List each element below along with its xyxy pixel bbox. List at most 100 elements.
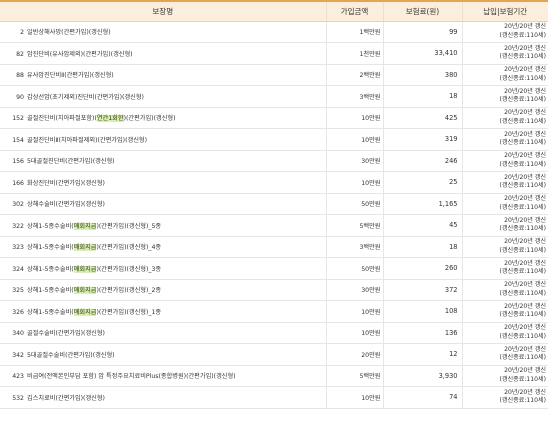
payment-period: 20년/20년 갱신 xyxy=(504,324,546,332)
payment-period-cell: 20년/20년 갱신 (갱신종료:110세) xyxy=(461,85,548,108)
renewal-end: (갱신종료:110세) xyxy=(499,53,546,61)
coverage-name-cell: 82 암진단비(유사암제외)(간편가입)(갱신형) xyxy=(0,42,326,65)
coverage-name-highlight: 매회지급 xyxy=(73,222,97,230)
coverage-table: 보장명 가입금액 보험료(원) 납입|보험기간 2 일반상해사망(간편가입)(갱신… xyxy=(0,0,548,409)
coverage-code: 90 xyxy=(16,93,24,101)
payment-period: 20년/20년 갱신 xyxy=(504,195,546,203)
table-row: 324 상해1-5종수술비(매회지급)(간편가입)(갱신형)_3종 50만원 260 2… xyxy=(0,257,548,280)
table-row: 156 5대골절진단비(간편가입)(갱신형) 30만원 246 20년/20년 갱신 (갱… xyxy=(0,150,548,172)
coverage-code: 342 xyxy=(12,351,24,359)
payment-period-cell: 20년/20년 갱신 (갱신종료:110세) xyxy=(461,214,548,237)
coverage-code: 152 xyxy=(12,115,24,123)
renewal-end: (갱신종료:110세) xyxy=(499,289,546,297)
table-row: 322 상해1-5종수술비(매회지급)(간편가입)(갱신형)_5종 5백만원 45 20… xyxy=(0,214,548,237)
coverage-name: 갑상선암(초기제외)진단비(간편가입)(갱신형) xyxy=(27,93,144,101)
coverage-amount: 30만원 xyxy=(325,150,383,172)
payment-period-cell: 20년/20년 갱신 (갱신종료:110세) xyxy=(461,365,548,387)
coverage-name-highlight: 매회지급 xyxy=(73,244,97,252)
payment-period: 20년/20년 갱신 xyxy=(504,216,546,224)
table-row: 152 골절진단비(치아파절포함)(연간1회한)(간편가입)(갱신형) 10만원 42… xyxy=(0,107,548,129)
coverage-name-highlight: 연간1회한 xyxy=(96,115,124,123)
premium-value: 1,165 xyxy=(382,193,462,215)
coverage-name: 상해수술비(간편가입)(갱신형) xyxy=(27,201,105,209)
coverage-code: 326 xyxy=(12,308,24,316)
payment-period-cell: 20년/20년 갱신 (갱신종료:110세) xyxy=(461,193,548,215)
coverage-name-cell: 2 일반상해사망(간편가입)(갱신형) xyxy=(0,21,326,43)
premium-value: 33,410 xyxy=(382,42,462,65)
coverage-name-cell: 156 5대골절진단비(간편가입)(갱신형) xyxy=(0,150,326,172)
payment-period: 20년/20년 갱신 xyxy=(504,388,546,396)
payment-period: 20년/20년 갱신 xyxy=(504,87,546,95)
payment-period-cell: 20년/20년 갱신 (갱신종료:110세) xyxy=(461,107,548,129)
coverage-amount: 10만원 xyxy=(325,107,383,129)
header-amount: 가입금액 xyxy=(325,0,383,22)
payment-period-cell: 20년/20년 갱신 (갱신종료:110세) xyxy=(461,171,548,194)
renewal-end: (갱신종료:110세) xyxy=(499,31,546,39)
payment-period: 20년/20년 갱신 xyxy=(504,44,546,52)
premium-value: 74 xyxy=(382,386,462,409)
payment-period-cell: 20년/20년 갱신 (갱신종료:110세) xyxy=(461,150,548,172)
payment-period: 20년/20년 갱신 xyxy=(504,109,546,117)
table-row: 302 상해수술비(간편가입)(갱신형) 50만원 1,165 20년/20년 갱신 (갱… xyxy=(0,193,548,215)
coverage-code: 325 xyxy=(12,287,24,295)
coverage-name-cell: 340 골절수술비(간편가입)(갱신형) xyxy=(0,322,326,344)
coverage-amount: 3백만원 xyxy=(325,85,383,108)
premium-value: 260 xyxy=(382,257,462,280)
table-body: 2 일반상해사망(간편가입)(갱신형) 1백만원 99 20년/20년 갱신 (갱신종료:… xyxy=(0,21,548,409)
coverage-code: 532 xyxy=(12,394,24,402)
coverage-code: 82 xyxy=(16,50,24,58)
coverage-amount: 50만원 xyxy=(325,193,383,215)
coverage-name-suffix: )(간편가입)(갱신형) xyxy=(123,115,176,123)
coverage-code: 322 xyxy=(12,222,24,230)
coverage-name: 일반상해사망(간편가입)(갱신형) xyxy=(27,29,111,37)
coverage-name: 상해1-5종수술비( xyxy=(27,222,74,230)
coverage-name-suffix: )(간편가입)(갱신형)_5종 xyxy=(96,222,162,230)
coverage-code: 324 xyxy=(12,265,24,273)
payment-period-cell: 20년/20년 갱신 (갱신종료:110세) xyxy=(461,236,548,258)
table-row: 325 상해1-5종수술비(매회지급)(간편가입)(갱신형)_2종 30만원 372 2… xyxy=(0,279,548,301)
coverage-code: 323 xyxy=(12,244,24,252)
table-row: 2 일반상해사망(간편가입)(갱신형) 1백만원 99 20년/20년 갱신 (갱신종료:… xyxy=(0,21,548,43)
table-row: 154 골절진단비Ⅱ(치아파절제외)(간편가입)(갱신형) 10만원 319 20년/2… xyxy=(0,128,548,151)
table-row: 82 암진단비(유사암제외)(간편가입)(갱신형) 1천만원 33,410 20년/20… xyxy=(0,42,548,65)
table-row: 340 골절수술비(간편가입)(갱신형) 10만원 136 20년/20년 갱신 (갱신종… xyxy=(0,322,548,344)
payment-period: 20년/20년 갱신 xyxy=(504,23,546,31)
coverage-name: 화상진단비(간편가입)(갱신형) xyxy=(27,179,105,187)
header-period: 납입|보험기간 xyxy=(461,0,548,22)
payment-period-cell: 20년/20년 갱신 (갱신종료:110세) xyxy=(461,128,548,151)
coverage-code: 154 xyxy=(12,136,24,144)
coverage-name-cell: 423 비급여(전액본인부담 포함) 암 특정주요치료비Plus(종합병원)(간편… xyxy=(0,365,326,387)
premium-value: 108 xyxy=(382,300,462,323)
coverage-amount: 1백만원 xyxy=(325,21,383,43)
payment-period-cell: 20년/20년 갱신 (갱신종료:110세) xyxy=(461,64,548,86)
coverage-name: 비급여(전액본인부담 포함) 암 특정주요치료비Plus(종합병원)(간편가입)… xyxy=(27,373,236,381)
premium-value: 319 xyxy=(382,128,462,151)
renewal-end: (갱신종료:110세) xyxy=(499,203,546,211)
premium-value: 25 xyxy=(382,171,462,194)
coverage-amount: 1천만원 xyxy=(325,42,383,65)
table-row: 423 비급여(전액본인부담 포함) 암 특정주요치료비Plus(종합병원)(간편… xyxy=(0,365,548,387)
table-row: 88 유사암진단비Ⅱ(간편가입)(갱신형) 2백만원 380 20년/20년 갱신 (갱신… xyxy=(0,64,548,86)
premium-value: 425 xyxy=(382,107,462,129)
coverage-name: 유사암진단비Ⅱ(간편가입)(갱신형) xyxy=(27,72,114,80)
header-coverage-name: 보장명 xyxy=(0,0,326,22)
coverage-name-cell: 326 상해1-5종수술비(매회지급)(간편가입)(갱신형)_1종 xyxy=(0,300,326,323)
coverage-amount: 50만원 xyxy=(325,257,383,280)
coverage-amount: 10만원 xyxy=(325,128,383,151)
premium-value: 18 xyxy=(382,85,462,108)
coverage-name: 5대골절수술비(간편가입)(갱신형) xyxy=(27,351,115,359)
payment-period: 20년/20년 갱신 xyxy=(504,367,546,375)
coverage-name: 골절진단비(치아파절포함)( xyxy=(27,115,97,123)
header-premium: 보험료(원) xyxy=(382,0,462,22)
payment-period-cell: 20년/20년 갱신 (갱신종료:110세) xyxy=(461,322,548,344)
coverage-amount: 10만원 xyxy=(325,300,383,323)
premium-value: 246 xyxy=(382,150,462,172)
payment-period: 20년/20년 갱신 xyxy=(504,130,546,138)
premium-value: 136 xyxy=(382,322,462,344)
payment-period-cell: 20년/20년 갱신 (갱신종료:110세) xyxy=(461,300,548,323)
payment-period: 20년/20년 갱신 xyxy=(504,302,546,310)
coverage-name-highlight: 매회지급 xyxy=(73,265,97,273)
coverage-code: 423 xyxy=(12,373,24,381)
coverage-name: 깁스치료비(간편가입)(갱신형) xyxy=(27,394,105,402)
